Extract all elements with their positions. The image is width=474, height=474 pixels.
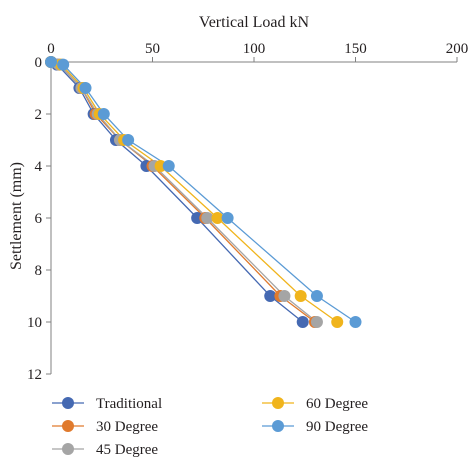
data-point (264, 290, 277, 302)
series-line (50, 61, 356, 323)
data-point (310, 316, 323, 328)
legend-label: 90 Degree (306, 419, 368, 435)
series-line (50, 61, 316, 323)
data-point (294, 290, 307, 302)
data-point (57, 58, 70, 71)
legend-marker (272, 420, 284, 432)
x-tick-label: 0 (47, 41, 55, 57)
data-point (296, 316, 309, 328)
data-point (278, 290, 291, 302)
y-tick-label: 4 (35, 159, 43, 175)
x-axis-title: Vertical Load kN (199, 14, 310, 31)
data-point (201, 212, 214, 224)
x-tick-label: 200 (446, 41, 469, 57)
y-tick-label: 10 (27, 315, 42, 331)
legend-label: 45 Degree (96, 442, 158, 458)
legend-marker (272, 397, 284, 409)
y-tick-label: 0 (35, 55, 43, 71)
y-tick-label: 12 (27, 367, 42, 383)
data-point (211, 212, 224, 224)
data-point (97, 108, 110, 120)
legend-label: 60 Degree (306, 396, 368, 412)
plot-area (45, 56, 362, 328)
legend-marker (62, 443, 74, 455)
legend-label: Traditional (96, 396, 162, 412)
axes: 0 50 100 150 200 0 2 4 6 8 10 12 (27, 41, 468, 383)
data-point (310, 290, 323, 302)
data-point (122, 134, 135, 146)
legend-label: 30 Degree (96, 419, 158, 435)
data-point (349, 316, 362, 328)
legend: Traditional 30 Degree 45 Degree 60 Degree 90… (52, 396, 368, 458)
y-tick-label: 6 (35, 211, 43, 227)
x-tick-label: 150 (344, 41, 367, 57)
data-point (221, 212, 234, 224)
y-tick-label: 8 (35, 263, 43, 279)
x-tick-label: 50 (145, 41, 160, 57)
x-tick-label: 100 (243, 41, 266, 57)
y-tick-label: 2 (35, 107, 43, 123)
legend-marker (62, 397, 74, 409)
y-axis-title: Settlement (mm) (8, 162, 25, 270)
legend-marker (62, 420, 74, 432)
data-point (331, 316, 344, 328)
data-point (162, 160, 175, 172)
data-point (45, 56, 57, 68)
data-point (79, 82, 92, 94)
